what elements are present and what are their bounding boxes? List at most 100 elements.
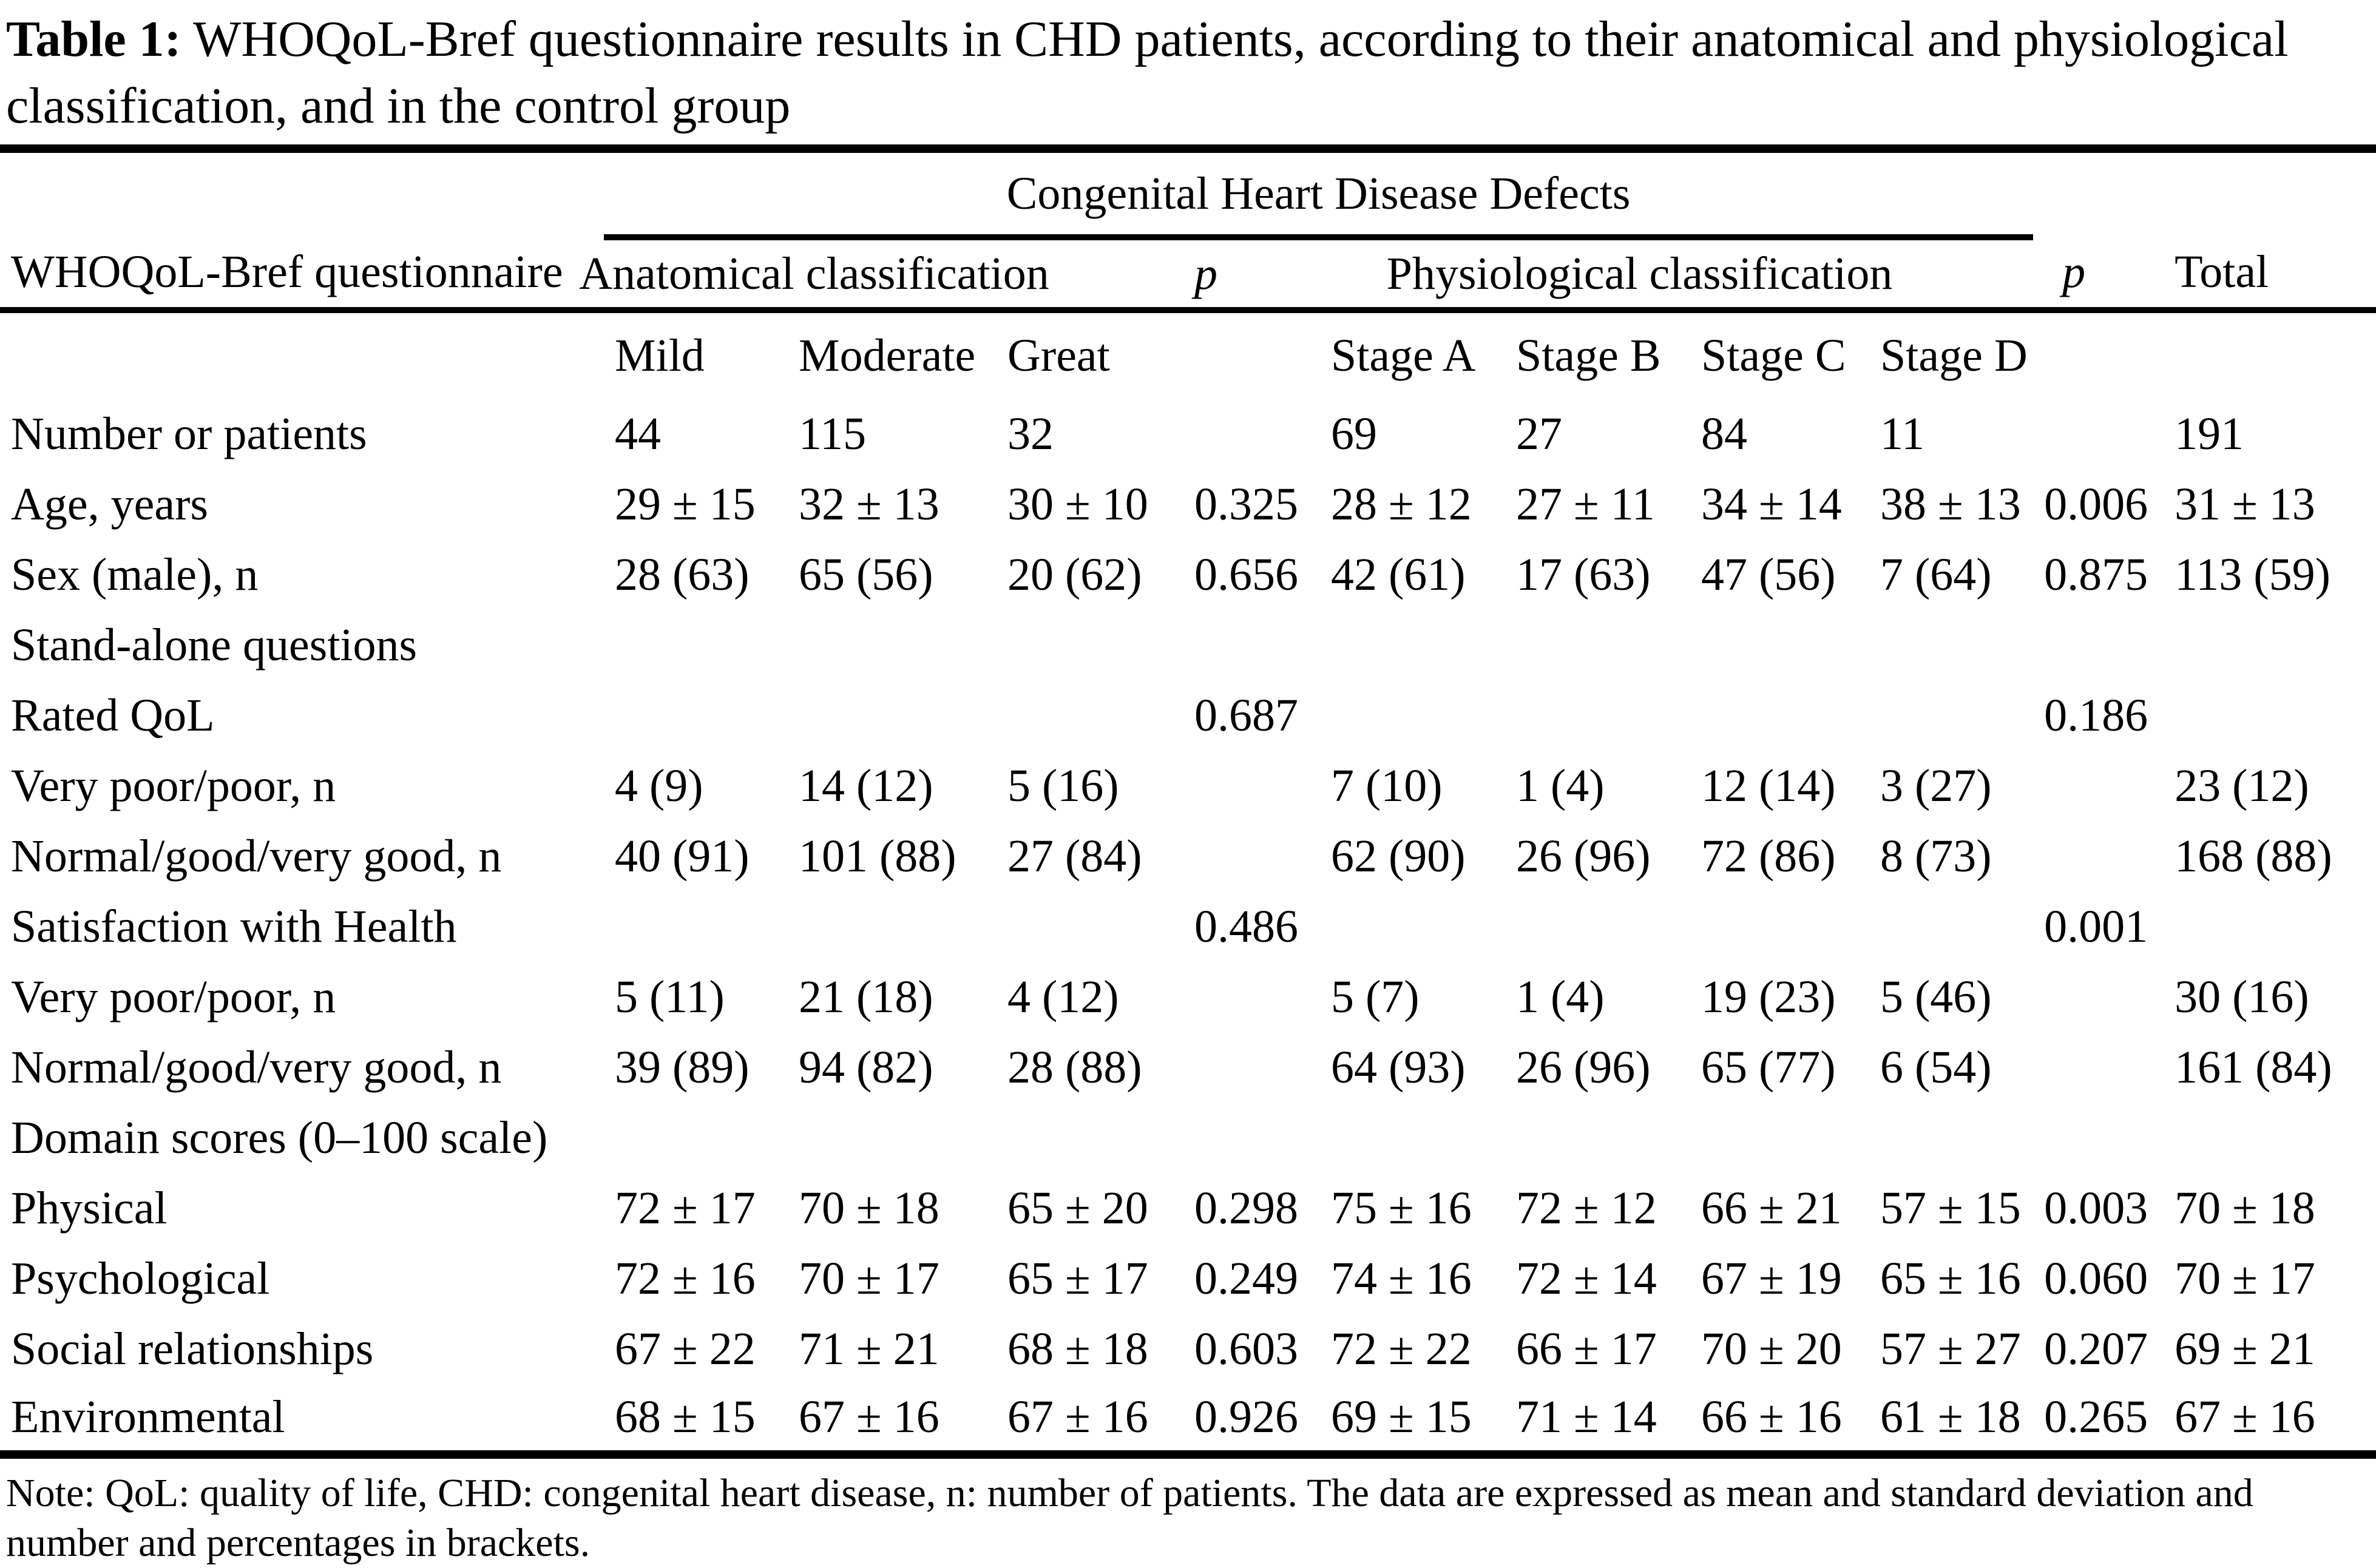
data-cell: 70 ± 18 [799, 1182, 939, 1234]
data-cell [1869, 680, 2033, 751]
data-cell: 65 ± 17 [1007, 1252, 1148, 1304]
data-cell [1690, 1103, 1869, 1173]
table-row: Sex (male), n 28 (63) 65 (56) 20 (62) 0.656 4… [0, 539, 2376, 610]
data-cell [1690, 891, 1869, 962]
data-cell: 5 (16) [1007, 760, 1119, 811]
data-cell: 23 (12) [2175, 760, 2309, 811]
data-cell: 69 ± 15 [1331, 1391, 1472, 1442]
data-cell [2033, 821, 2164, 891]
data-cell [2033, 1032, 2164, 1103]
data-cell: 72 ± 12 [1516, 1182, 1657, 1234]
physiological-header: Physiological classification [1320, 237, 2034, 313]
data-cell: 19 (23) [1701, 971, 1836, 1022]
data-cell: 17 (63) [1516, 549, 1651, 600]
results-table: Congenital Heart Disease Defects WHOQoL-… [0, 144, 2376, 1459]
subheader-spacer [0, 310, 604, 399]
table-row: Social relationships 67 ± 22 71 ± 21 68 ± 1… [0, 1314, 2376, 1384]
data-cell: 40 (91) [615, 830, 750, 882]
data-cell: 0.186 [2044, 689, 2148, 741]
data-cell: 0.656 [1194, 549, 1298, 600]
data-cell [1690, 680, 1869, 751]
row-label: Normal/good/very good, n [11, 1041, 502, 1093]
data-cell: 39 (89) [615, 1041, 750, 1093]
table-note: Note: QoL: quality of life, CHD: congeni… [6, 1471, 2253, 1565]
data-cell [2164, 610, 2376, 680]
data-cell: 29 ± 15 [615, 478, 756, 530]
row-label: Domain scores (0–100 scale) [11, 1112, 548, 1163]
row-label: Psychological [11, 1252, 270, 1304]
data-cell [1320, 891, 1505, 962]
table-caption: Table 1: WHOQoL-Bref questionnaire resul… [0, 0, 2376, 144]
data-cell: 0.265 [2044, 1391, 2148, 1442]
data-cell [2033, 610, 2164, 680]
col-stage-b-header: Stage B [1516, 330, 1661, 381]
data-cell: 70 ± 20 [1701, 1323, 1842, 1374]
col-p2-spacer [2033, 310, 2164, 399]
data-cell: 0.325 [1194, 478, 1298, 530]
data-cell [604, 680, 788, 751]
data-cell [788, 610, 997, 680]
data-cell: 0.060 [2044, 1252, 2148, 1304]
data-cell [1505, 680, 1690, 751]
data-cell [2164, 891, 2376, 962]
data-cell [1320, 610, 1505, 680]
data-cell: 0.687 [1194, 689, 1298, 741]
data-cell: 65 ± 20 [1007, 1182, 1148, 1234]
data-cell [1505, 610, 1690, 680]
data-cell: 0.926 [1194, 1391, 1298, 1442]
data-cell: 113 (59) [2175, 549, 2330, 600]
data-cell: 69 ± 21 [2175, 1323, 2315, 1374]
data-cell [1869, 610, 2033, 680]
data-cell: 68 ± 18 [1007, 1323, 1148, 1374]
data-cell: 14 (12) [799, 760, 933, 811]
col-great-header: Great [1007, 330, 1110, 381]
group-header-spacer-right [2033, 149, 2376, 237]
data-cell: 7 (64) [1880, 549, 1992, 600]
data-cell: 32 [1007, 408, 1054, 459]
data-cell: 26 (96) [1516, 1041, 1651, 1093]
data-cell: 72 ± 22 [1331, 1323, 1472, 1374]
data-cell: 67 ± 16 [1007, 1391, 1148, 1442]
data-cell [1183, 821, 1320, 891]
stub-column-header: WHOQoL-Bref questionnaire [0, 237, 604, 313]
data-cell [1183, 1103, 1320, 1173]
data-cell: 21 (18) [799, 971, 933, 1022]
data-cell: 101 (88) [799, 830, 956, 882]
data-cell: 67 ± 19 [1701, 1252, 1842, 1304]
data-cell [2164, 680, 2376, 751]
table-caption-text: WHOQoL-Bref questionnaire results in CHD… [6, 11, 2289, 134]
table-row: Very poor/poor, n 4 (9) 14 (12) 5 (16) 7 (10… [0, 751, 2376, 821]
data-cell: 4 (9) [615, 760, 703, 811]
data-cell: 72 ± 17 [615, 1182, 756, 1234]
row-label: Number or patients [11, 408, 367, 459]
data-cell: 31 ± 13 [2175, 478, 2315, 530]
col-stage-a-header: Stage A [1331, 330, 1476, 381]
data-cell: 0.003 [2044, 1182, 2148, 1234]
data-cell: 68 ± 15 [615, 1391, 756, 1442]
p-anatomical-header: p [1183, 237, 1320, 313]
data-cell: 72 ± 14 [1516, 1252, 1657, 1304]
data-cell: 5 (7) [1331, 971, 1420, 1022]
data-cell [1183, 1032, 1320, 1103]
row-label: Very poor/poor, n [11, 971, 336, 1022]
table-row: Age, years 29 ± 15 32 ± 13 30 ± 10 0.325 28 ±… [0, 469, 2376, 539]
column-header-row: WHOQoL-Bref questionnaire Anatomical cla… [0, 237, 2376, 313]
group-header: Congenital Heart Disease Defects [604, 149, 2034, 240]
anatomical-header-text: Anatomical classification [579, 248, 1049, 299]
col-stage-d-header: Stage D [1880, 330, 2028, 381]
data-cell [2033, 962, 2164, 1032]
data-cell [997, 610, 1183, 680]
data-cell: 70 ± 17 [2175, 1252, 2315, 1304]
row-label: Social relationships [11, 1323, 374, 1374]
data-cell: 71 ± 21 [799, 1323, 939, 1374]
data-cell: 28 (63) [615, 549, 750, 600]
data-cell: 28 (88) [1007, 1041, 1142, 1093]
row-label: Environmental [11, 1391, 285, 1442]
data-cell: 0.298 [1194, 1182, 1298, 1234]
row-label: Very poor/poor, n [11, 760, 336, 811]
anatomical-header: Anatomical classification [579, 237, 1183, 313]
data-cell: 42 (61) [1331, 549, 1466, 600]
table-caption-number: Table 1: [6, 11, 181, 67]
data-cell: 34 ± 14 [1701, 478, 1842, 530]
